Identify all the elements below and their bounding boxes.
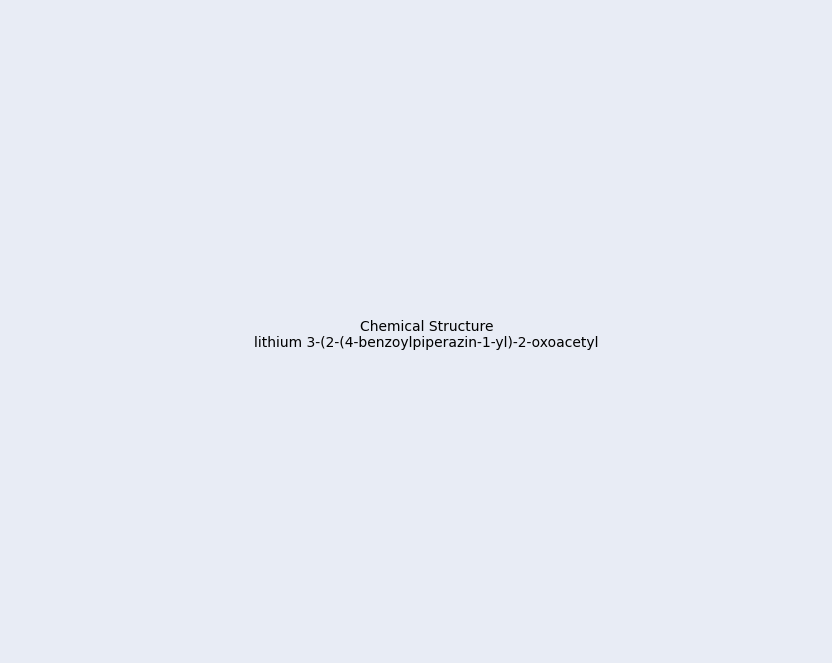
Text: Chemical Structure
lithium 3-(2-(4-benzoylpiperazin-1-yl)-2-oxoacetyl: Chemical Structure lithium 3-(2-(4-benzo… [254,320,599,350]
